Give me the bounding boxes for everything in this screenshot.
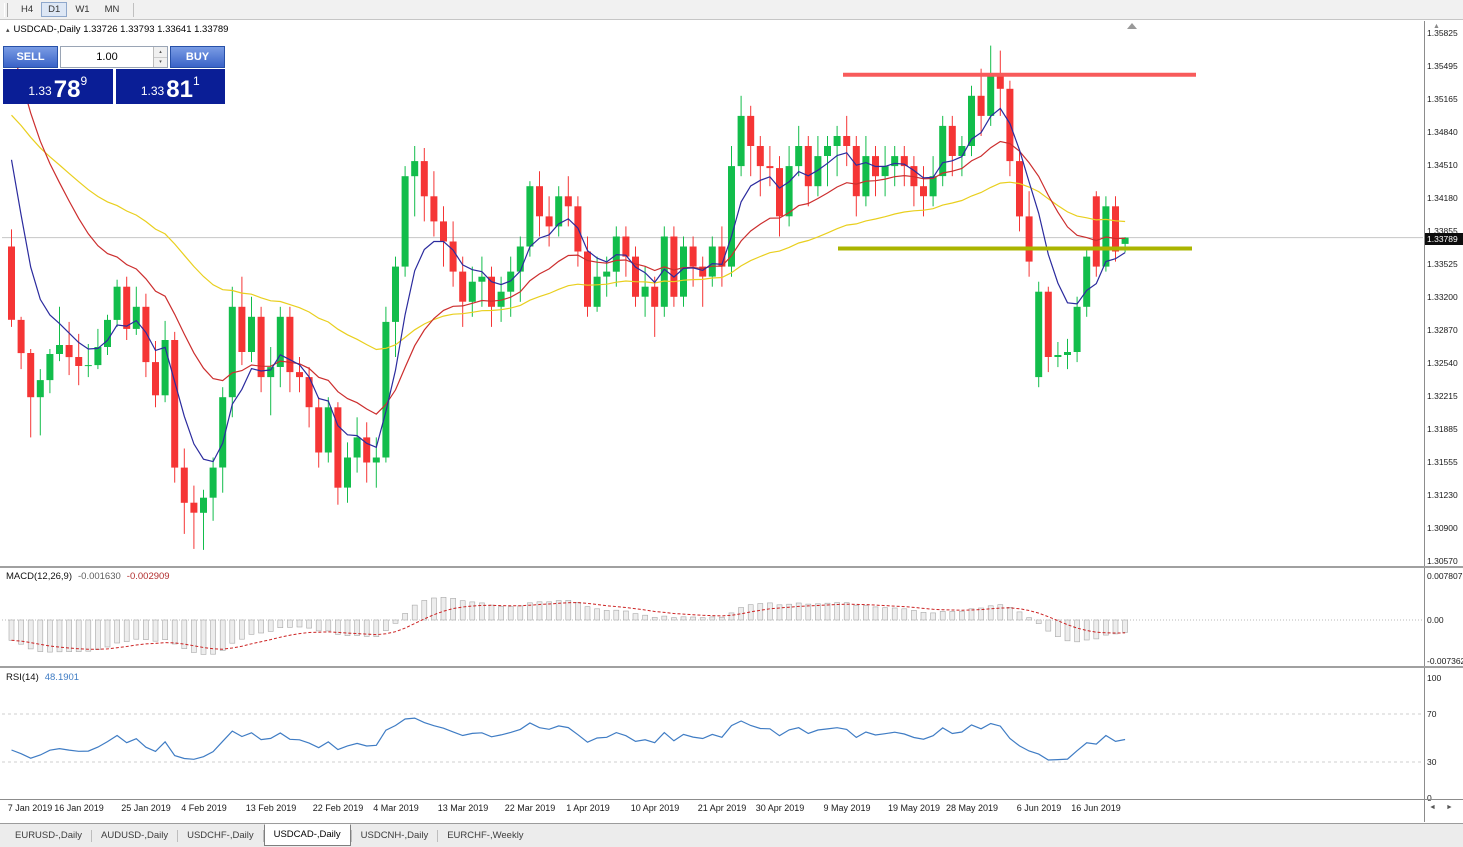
- chart-tab-usdcad[interactable]: USDCAD-,Daily: [263, 824, 351, 846]
- timeframe-button-mn[interactable]: MN: [104, 4, 120, 15]
- sell-price-pipette: 9: [80, 74, 88, 88]
- tab-separator: [91, 830, 93, 842]
- chart-tab-bar: EURUSD-,Daily AUDUSD-,Daily USDCHF-,Daily U…: [0, 823, 1463, 847]
- buy-price-pipette: 1: [192, 74, 200, 88]
- chart-tab-usdcnh[interactable]: USDCNH-,Daily: [360, 830, 429, 841]
- sell-price[interactable]: 1.33 78 9: [3, 69, 113, 104]
- current-price-tag: 1.33789: [1425, 233, 1463, 245]
- toolbar-grip[interactable]: [4, 2, 8, 17]
- rsi-pane[interactable]: [2, 668, 1423, 798]
- chart-tabs: EURUSD-,Daily AUDUSD-,Daily USDCHF-,Daily U…: [6, 824, 533, 847]
- volume-value[interactable]: 1.00: [96, 51, 118, 63]
- tab-separator: [437, 830, 439, 842]
- toolbar-separator: [133, 2, 135, 17]
- price-axis[interactable]: [1424, 21, 1463, 799]
- buy-price[interactable]: 1.33 81 1: [115, 69, 225, 104]
- pane-divider-macd[interactable]: [0, 566, 1463, 568]
- sell-price-pips: 78: [53, 76, 81, 103]
- volume-increase-button[interactable]: ▴: [154, 47, 167, 58]
- macd-value-signal: -0.002909: [126, 571, 170, 582]
- date-axis-border: [0, 799, 1463, 800]
- rsi-name: RSI(14): [6, 672, 39, 683]
- scroll-right-button[interactable]: ►: [1446, 804, 1453, 811]
- volume-decrease-button[interactable]: ▾: [154, 57, 167, 67]
- timeframe-button-h4[interactable]: H4: [21, 4, 34, 15]
- timeframe-button-w1[interactable]: W1: [75, 4, 90, 15]
- buy-price-bigfigure: 1.33: [140, 84, 165, 98]
- chart-title: ▴ USDCAD-,Daily 1.33726 1.33793 1.33641 …: [6, 24, 228, 35]
- rsi-label: RSI(14) 48.1901: [6, 672, 79, 683]
- macd-value-main: -0.001630: [78, 571, 121, 582]
- chart-collapse-icon: ▴: [6, 26, 10, 34]
- chart-tab-usdchf[interactable]: USDCHF-,Daily: [187, 830, 254, 841]
- timeframe-button-d1[interactable]: D1: [41, 2, 68, 17]
- pane-divider-rsi[interactable]: [0, 666, 1463, 668]
- volume-spinner: ▴ ▾: [153, 47, 167, 67]
- tab-separator: [262, 830, 264, 842]
- price-axis-border: [1424, 21, 1425, 822]
- chart-title-text: USDCAD-,Daily 1.33726 1.33793 1.33641 1.…: [13, 24, 229, 35]
- macd-pane[interactable]: [2, 568, 1423, 665]
- date-axis[interactable]: [0, 799, 1424, 823]
- rsi-value: 48.1901: [44, 672, 80, 683]
- one-click-trading-panel: SELL 1.00 ▴ ▾ BUY 1.33 78 9 1.33 81 1: [3, 46, 225, 104]
- sell-price-bigfigure: 1.33: [28, 84, 52, 98]
- macd-label: MACD(12,26,9) -0.001630 -0.002909: [6, 571, 170, 582]
- timeframe-button-group: H4 D1 W1 MN: [14, 2, 127, 17]
- price-axis-scroll-icon: ▲: [1433, 23, 1440, 30]
- chart-tab-audusd[interactable]: AUDUSD-,Daily: [101, 830, 169, 841]
- tab-separator: [177, 830, 179, 842]
- timeframe-toolbar: H4 D1 W1 MN: [0, 0, 1463, 20]
- chart-tab-eurchf[interactable]: EURCHF-,Weekly: [447, 830, 524, 841]
- macd-name: MACD(12,26,9): [6, 571, 72, 582]
- sell-button[interactable]: SELL: [3, 46, 58, 68]
- chart-tab-eurusd[interactable]: EURUSD-,Daily: [15, 830, 83, 841]
- buy-price-pips: 81: [166, 76, 193, 103]
- buy-button[interactable]: BUY: [170, 46, 225, 68]
- scroll-left-button[interactable]: ◄: [1429, 804, 1436, 811]
- tab-separator: [350, 830, 352, 842]
- volume-input[interactable]: 1.00 ▴ ▾: [60, 46, 168, 68]
